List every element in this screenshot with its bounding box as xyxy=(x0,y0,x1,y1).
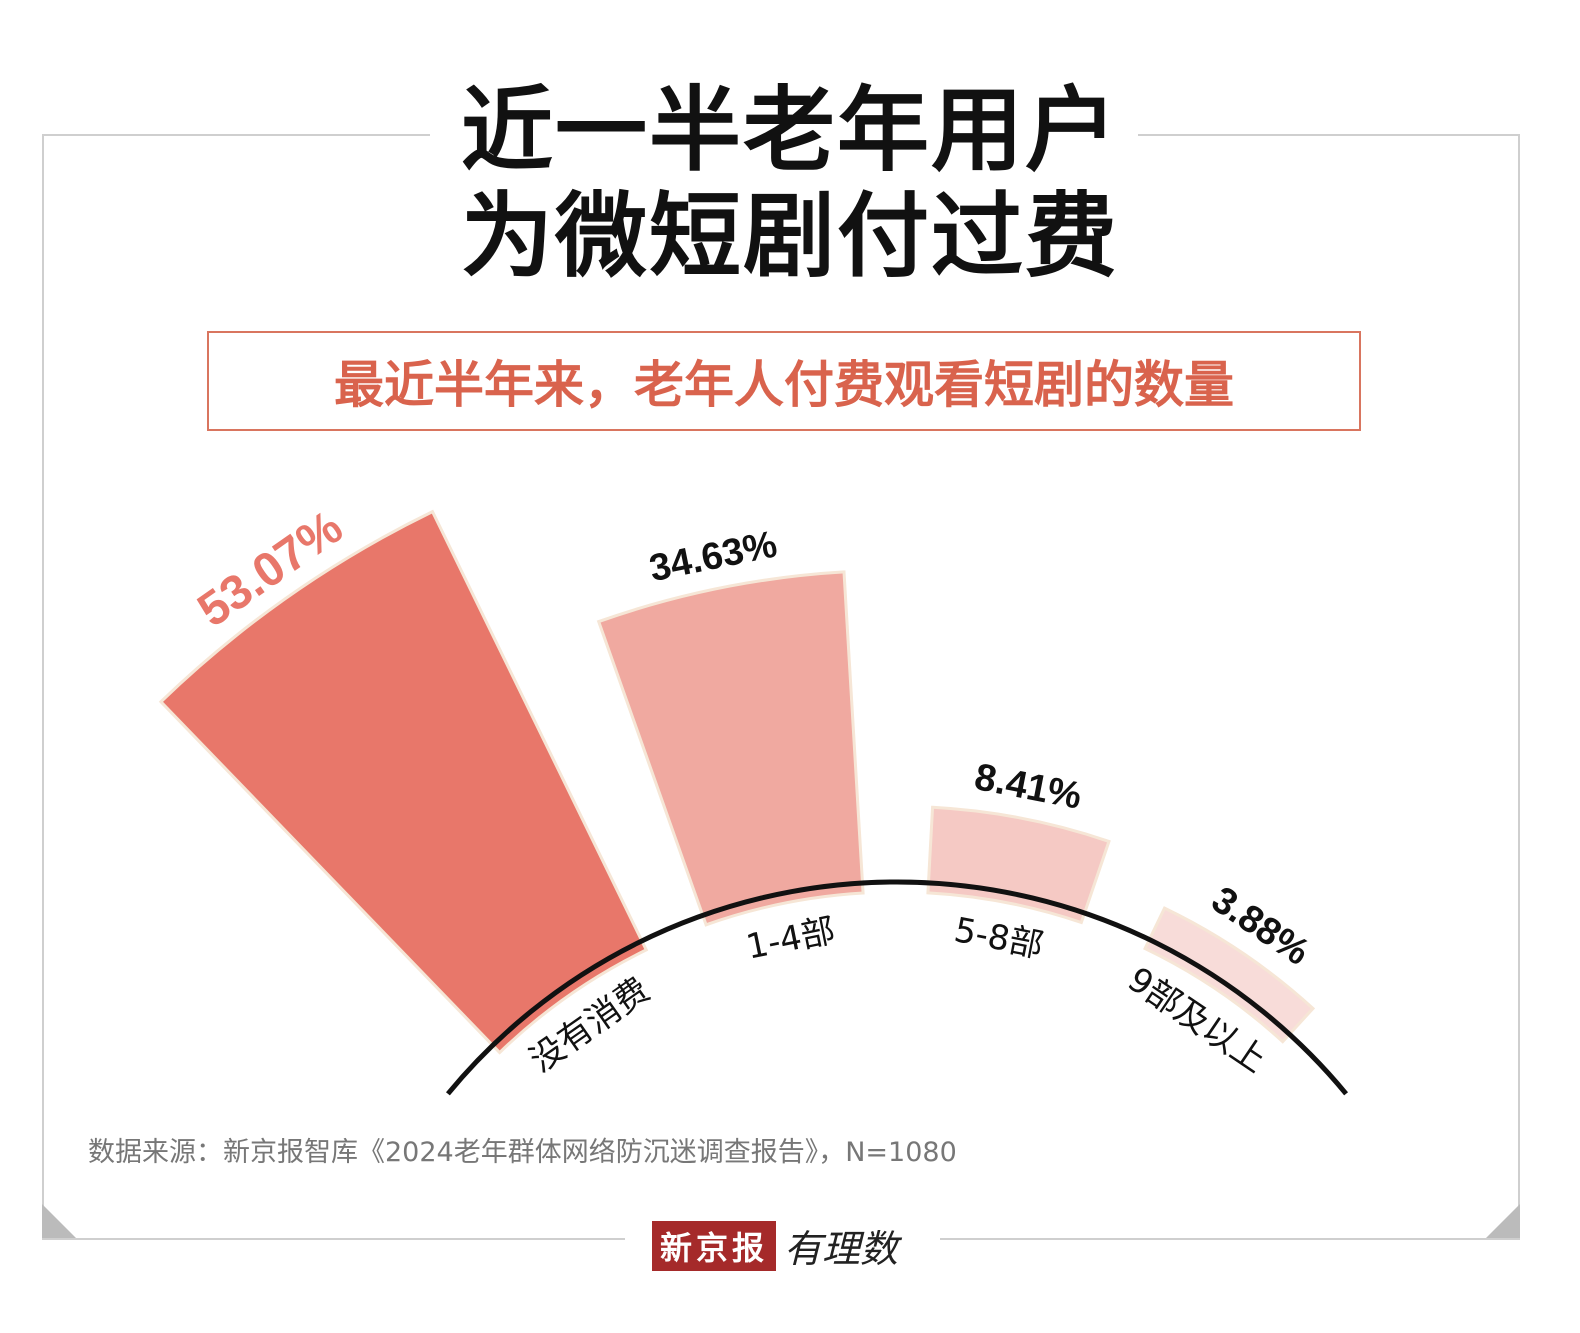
bar-3 xyxy=(1143,906,1316,1044)
bar-2 xyxy=(926,805,1111,925)
title-line-2: 为微短剧付过费 xyxy=(460,183,1119,290)
baseline-arc xyxy=(445,879,1349,1096)
value-label-2: 8.41% xyxy=(971,756,1085,818)
brand-logo: 新京报 有理数 xyxy=(652,1218,898,1273)
bar-1 xyxy=(596,570,865,927)
source-note: 数据来源：新京报智库《2024老年群体网络防沉迷调查报告》，N=1080 xyxy=(88,1137,957,1168)
logo-brand: 新京报 xyxy=(652,1220,777,1271)
subtitle-text: 最近半年来，老年人付费观看短剧的数量 xyxy=(334,356,1234,414)
corner-decoration xyxy=(1486,1204,1520,1238)
category-label-1: 1-4部 xyxy=(743,911,839,968)
bar-0 xyxy=(158,509,649,1055)
chart-subtitle: 最近半年来，老年人付费观看短剧的数量 xyxy=(207,331,1361,431)
corner-decoration xyxy=(42,1204,76,1238)
logo-sub: 有理数 xyxy=(784,1227,899,1271)
page-title: 近一半老年用户 为微短剧付过费 xyxy=(0,78,1580,290)
frame-gap xyxy=(430,120,1138,150)
title-line-1: 近一半老年用户 xyxy=(460,77,1119,184)
category-label-2: 5-8部 xyxy=(951,910,1047,966)
